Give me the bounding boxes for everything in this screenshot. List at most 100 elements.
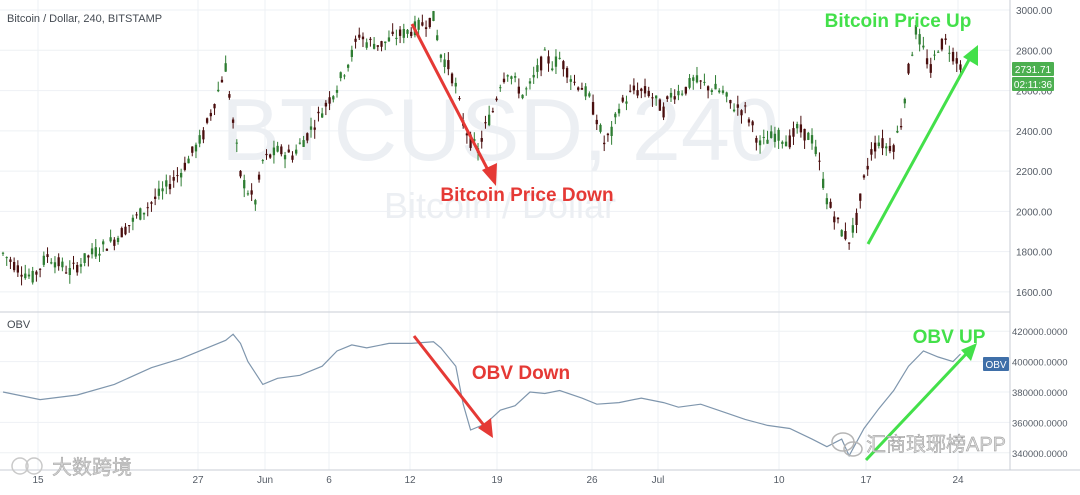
candle-up: [825, 198, 829, 205]
candle-up: [877, 142, 880, 147]
candle-up: [94, 247, 97, 257]
candle-down: [662, 106, 665, 118]
price-up-annotation: Bitcoin Price Up: [825, 11, 972, 32]
obv-badge: OBV: [983, 357, 1009, 371]
candle-up: [714, 83, 717, 90]
candle-up: [551, 68, 554, 71]
candle-down: [287, 149, 290, 153]
candle-down: [72, 262, 75, 264]
candle-down: [154, 196, 157, 199]
candle-down: [469, 134, 472, 148]
candle-down: [929, 64, 932, 73]
candle-up: [777, 129, 780, 141]
candle-up: [784, 141, 788, 147]
candle-down: [380, 41, 383, 47]
candle-up: [98, 253, 101, 256]
time-axis-label: 15: [32, 475, 44, 486]
candle-up: [5, 257, 8, 259]
candle-down: [866, 165, 869, 170]
last-price-badge: 2731.71: [1012, 62, 1054, 76]
candle-up: [506, 75, 509, 77]
candle-up: [83, 253, 86, 263]
candle-up: [677, 90, 680, 96]
candle-down: [940, 38, 944, 50]
candle-up: [710, 90, 713, 92]
candle-up: [302, 140, 305, 147]
candle-up: [432, 11, 435, 21]
price-grid: [0, 0, 1010, 312]
candle-up: [770, 131, 773, 138]
candle-down: [128, 225, 131, 227]
candle-down: [944, 38, 947, 40]
candle-up: [68, 268, 71, 275]
candle-down: [651, 97, 654, 99]
symbol-title[interactable]: Bitcoin / Dollar, 240, BITSTAMP: [7, 13, 162, 25]
candle-up: [933, 54, 936, 56]
candle-down: [424, 27, 428, 29]
candle-down: [580, 87, 584, 90]
candle-down: [491, 111, 495, 113]
candle-up: [384, 41, 387, 44]
symbol-watermark: BTCUSD, 240: [221, 80, 779, 179]
price-axis-label: 2200.00: [1016, 167, 1053, 178]
last-price-badge-bg: [1012, 62, 1054, 76]
candle-down: [495, 98, 498, 101]
candle-down: [313, 127, 316, 130]
candle-up: [885, 146, 888, 149]
time-axis-label: 6: [326, 475, 332, 486]
obv-axis[interactable]: 340000.0000 360000.0000 380000.0000 400000.…: [1012, 327, 1067, 460]
candle-up: [131, 217, 135, 222]
candle-down: [888, 145, 892, 152]
candle-down: [239, 170, 242, 177]
time-axis-label: Jun: [257, 475, 273, 486]
candle-up: [246, 193, 250, 195]
candle-up: [688, 78, 691, 88]
candle-down: [250, 190, 253, 195]
candle-down: [859, 193, 862, 201]
obv-pane-label[interactable]: OBV: [7, 319, 31, 331]
candle-up: [165, 180, 168, 187]
candle-up: [810, 135, 814, 144]
candle-down: [603, 142, 606, 145]
candle-up: [922, 45, 925, 48]
candle-down: [213, 104, 216, 109]
candle-up: [914, 25, 918, 35]
right-watermark-text: 汇商琅琊榜APP: [866, 433, 1006, 456]
candle-up: [695, 75, 699, 83]
price-axis[interactable]: 1600.00 1800.00 2000.00 2200.00 2400.00 2600.…: [1016, 6, 1053, 299]
candle-up: [543, 49, 546, 51]
candle-down: [209, 112, 212, 117]
candle-down: [755, 138, 758, 143]
watermark-logo-icon-2: [25, 457, 43, 475]
candle-up: [937, 51, 940, 53]
left-watermark: 大数跨境: [11, 456, 132, 479]
candle-up: [499, 87, 502, 89]
candle-up: [387, 37, 391, 42]
candle-down: [577, 87, 580, 90]
candle-down: [591, 102, 595, 115]
candle-down: [744, 105, 747, 107]
candle-down: [150, 202, 153, 204]
candle-down: [465, 133, 469, 136]
time-axis[interactable]: 15 27 Jun 6 12 19 26 Jul 10 17 24: [32, 475, 964, 486]
candle-up: [142, 212, 146, 215]
candle-down: [621, 97, 624, 102]
candle-up: [243, 180, 246, 189]
candle-up: [90, 248, 94, 255]
candle-down: [636, 90, 639, 96]
candle-up: [584, 86, 587, 97]
candle-down: [306, 133, 309, 141]
candle-down: [16, 265, 19, 273]
candle-up: [732, 109, 736, 112]
candle-down: [124, 226, 127, 235]
candle-up: [309, 126, 313, 130]
candle-down: [699, 80, 702, 82]
candle-down: [38, 268, 42, 270]
candle-up: [343, 75, 346, 77]
candle-down: [358, 34, 361, 38]
candle-up: [31, 270, 34, 283]
time-axis-label: Jul: [652, 475, 665, 486]
candle-down: [328, 97, 331, 104]
last-price-value: 2731.71: [1015, 65, 1052, 76]
